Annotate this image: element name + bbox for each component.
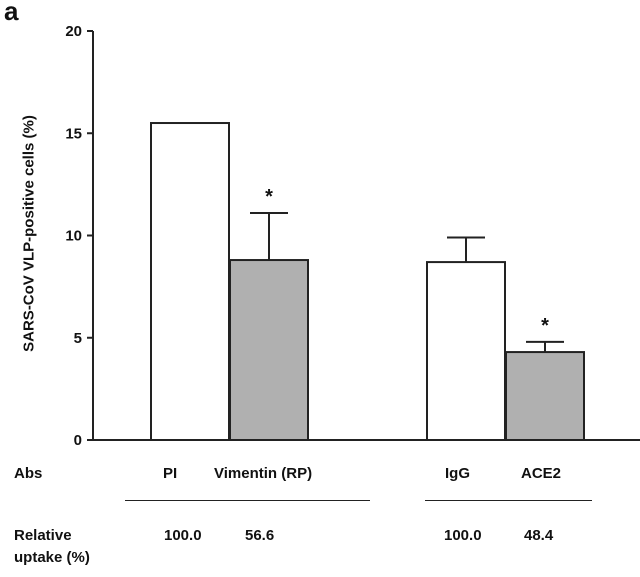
group-divider-left [125,500,370,501]
y-tick-label-15: 15 [65,125,82,142]
significance-marker-1: * [265,186,273,208]
category-label-pi: PI [163,465,178,482]
panel-label: a [4,0,19,26]
bar-1 [229,259,309,442]
group-divider-right [425,500,592,501]
relative-uptake-label-line1: Relative [14,527,72,544]
y-axis-label: SARS-CoV VLP-positive cells (%) [20,115,38,352]
y-tick-label-10: 10 [65,228,82,245]
category-label-ace2: ACE2 [521,465,562,482]
significance-marker-3: * [541,315,549,337]
y-tick-label-0: 0 [74,432,82,449]
y-tick-label-20: 20 [65,23,82,40]
relative-uptake-value-pi: 100.0 [164,527,202,544]
bar-2 [426,261,506,441]
relative-uptake-label-line2: uptake (%) [14,549,90,566]
abs-row-label: Abs [14,465,43,482]
category-label-vimentin: Vimentin (RP) [214,465,313,482]
bar-0 [150,122,230,442]
y-tick-label-5: 5 [74,330,82,347]
relative-uptake-value-vimentin: 56.6 [245,527,275,544]
bar-3 [505,351,585,441]
relative-uptake-value-ace2: 48.4 [524,527,554,544]
relative-uptake-value-igg: 100.0 [444,527,482,544]
category-label-igg: IgG [445,465,470,482]
